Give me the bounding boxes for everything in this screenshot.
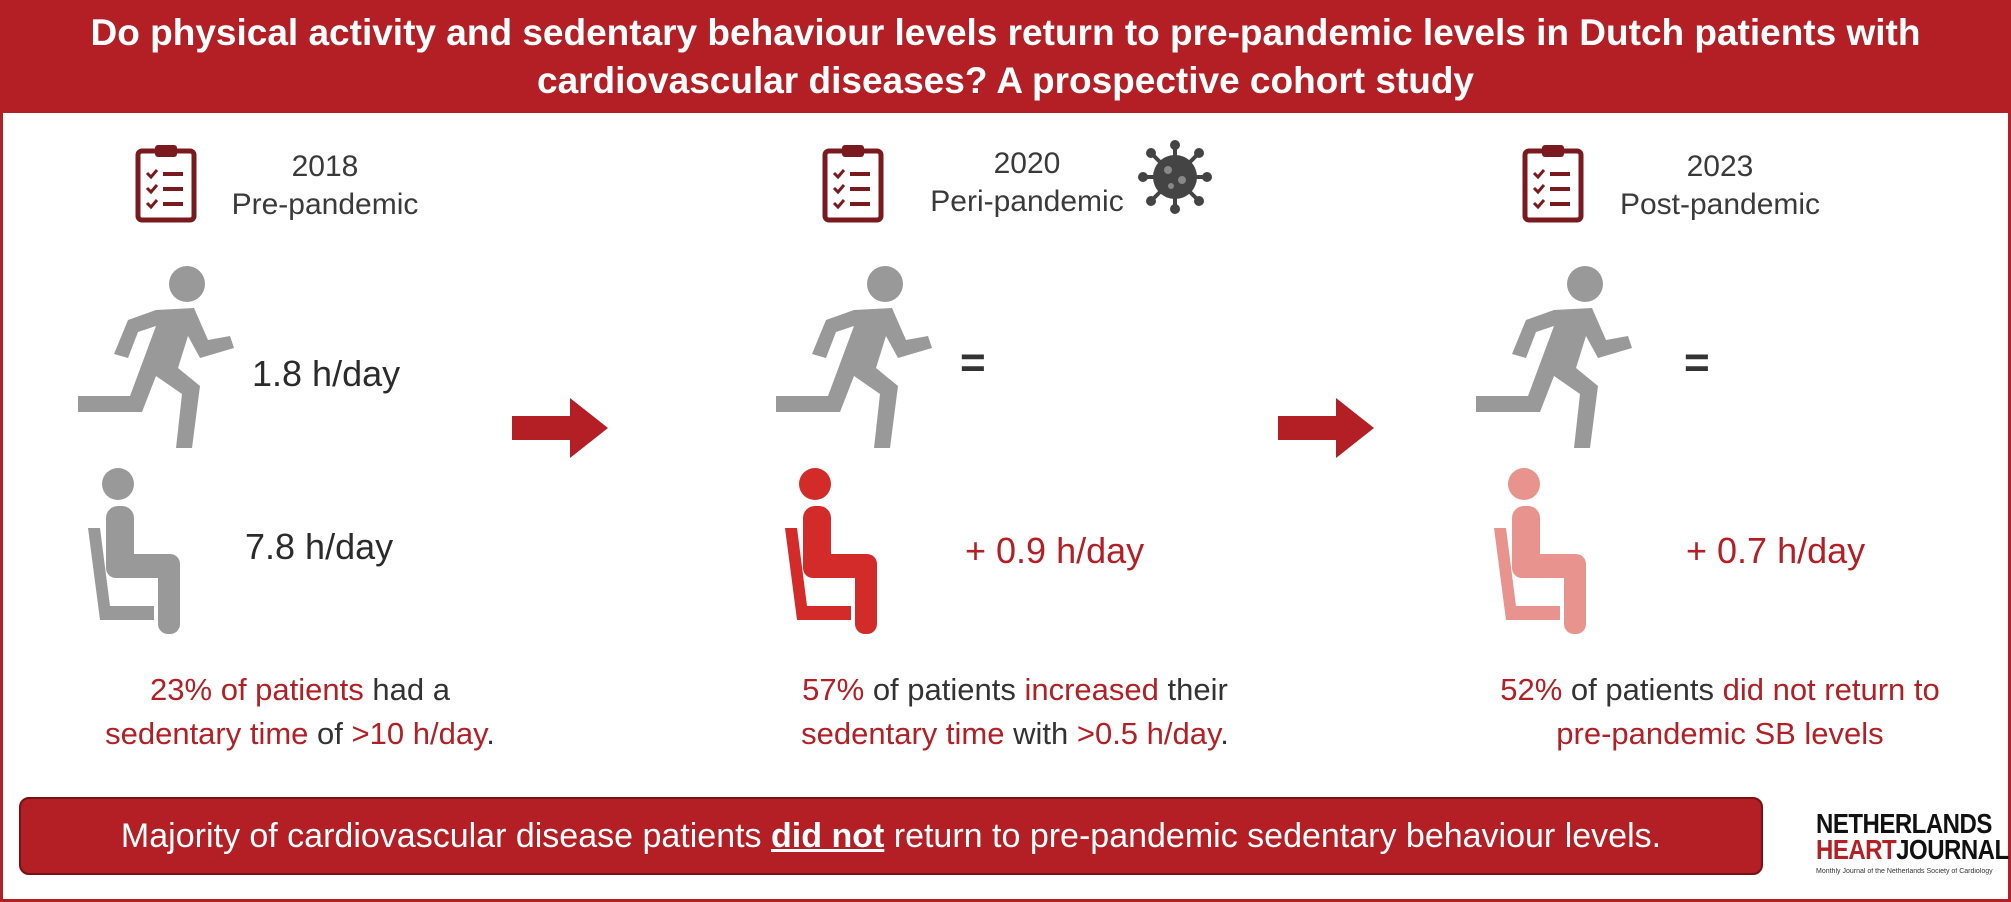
journal-logo: NETHERLANDS HEARTJOURNAL Monthly Journal… — [1816, 808, 2009, 875]
logo-line-1: NETHERLANDS — [1816, 808, 1992, 840]
right-arrow-icon — [1278, 398, 1374, 458]
logo-subtitle: Monthly Journal of the Netherlands Socie… — [1816, 868, 1993, 875]
equal-sign: = — [1684, 338, 1710, 387]
phase-label: Post-pandemic — [1619, 188, 1821, 221]
panel-statistic: 52% of patients did not return to pre-pa… — [1500, 672, 1940, 751]
year-label: 2023 — [1686, 150, 1754, 183]
clipboard-checklist-icon — [822, 145, 884, 223]
clipboard-checklist-icon — [135, 145, 197, 223]
right-arrow-icon — [512, 398, 608, 458]
conclusion-emphasis: did not — [771, 816, 885, 855]
clipboard-checklist-icon — [1522, 145, 1584, 223]
running-person-icon — [78, 266, 234, 448]
sedentary-change-value: + 0.7 h/day — [1686, 530, 1866, 571]
sitting-person-icon — [1494, 468, 1586, 634]
sedentary-value: 7.8 h/day — [245, 526, 394, 567]
running-person-icon — [1476, 266, 1632, 448]
running-person-icon — [776, 266, 932, 448]
equal-sign: = — [960, 338, 986, 387]
sitting-person-icon — [785, 468, 877, 634]
panel-statistic: 23% of patients had a sedentary time of … — [105, 672, 495, 751]
coronavirus-icon — [1138, 140, 1212, 214]
activity-value: 1.8 h/day — [252, 353, 401, 394]
header-banner: Do physical activity and sedentary behav… — [0, 0, 2011, 113]
logo-line-2: HEARTJOURNAL — [1816, 834, 2009, 866]
phase-label: Peri-pandemic — [930, 185, 1124, 218]
panel-statistic: 57% of patients increased their sedentar… — [801, 672, 1229, 751]
year-label: 2020 — [993, 147, 1061, 180]
phase-label: Pre-pandemic — [231, 188, 419, 221]
conclusion-banner: Majority of cardiovascular disease patie… — [19, 797, 1763, 875]
sitting-person-icon — [88, 468, 180, 634]
sedentary-change-value: + 0.9 h/day — [965, 530, 1145, 571]
page-title: Do physical activity and sedentary behav… — [90, 11, 1921, 101]
year-label: 2018 — [291, 150, 359, 183]
